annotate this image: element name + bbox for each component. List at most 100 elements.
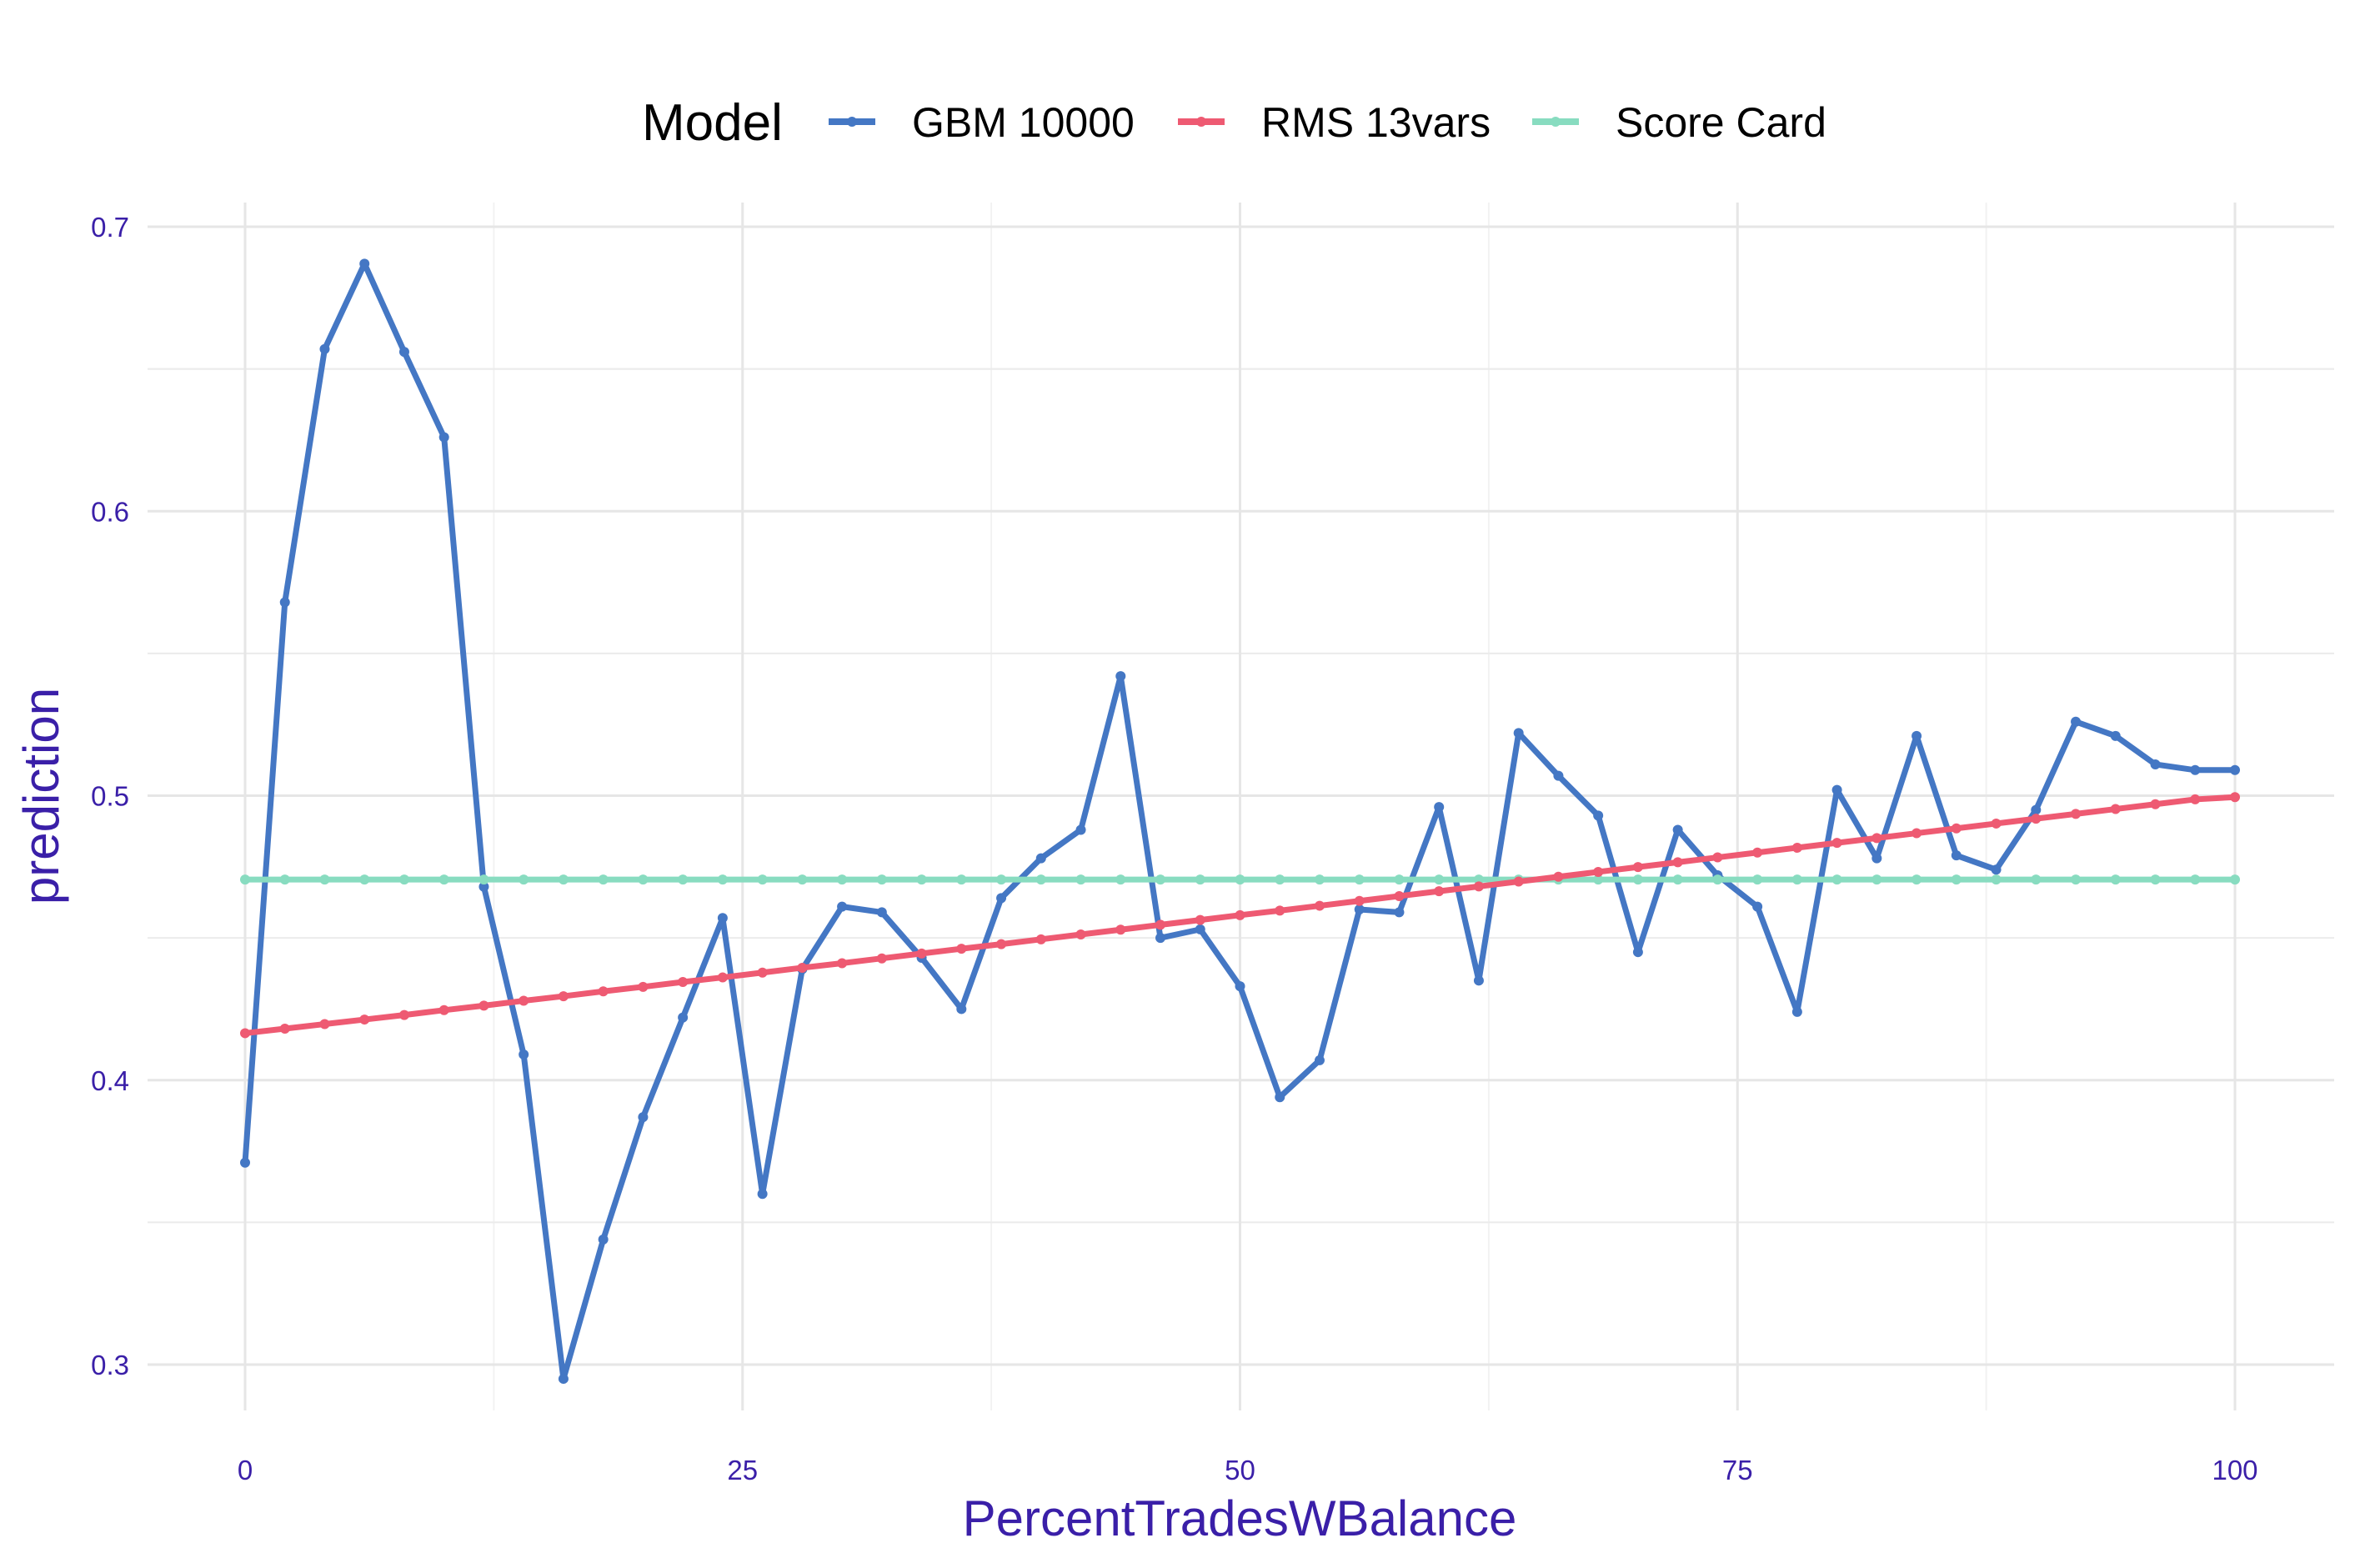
- y-tick-label: 0.5: [91, 781, 129, 812]
- data-point: [1791, 1006, 1802, 1017]
- data-point: [678, 977, 689, 988]
- data-point: [1195, 924, 1205, 934]
- data-point: [1235, 981, 1245, 992]
- data-point: [558, 1374, 569, 1385]
- data-point: [757, 967, 768, 978]
- data-point: [1553, 871, 1564, 882]
- data-point: [359, 1014, 370, 1025]
- data-point: [519, 995, 529, 1006]
- data-point: [2071, 716, 2082, 727]
- data-point: [2230, 764, 2240, 775]
- legend-label: GBM 10000: [912, 99, 1135, 146]
- legend-item: RMS 13vars: [1178, 99, 1491, 146]
- data-point: [1434, 886, 1445, 897]
- y-tick-label: 0.4: [91, 1065, 129, 1096]
- data-point: [996, 893, 1007, 904]
- data-point: [2110, 874, 2121, 885]
- data-point: [1394, 890, 1405, 901]
- data-point: [1831, 874, 1842, 885]
- data-point: [837, 958, 848, 969]
- legend-title: Model: [642, 94, 783, 152]
- data-point: [1314, 1055, 1325, 1065]
- grid: [148, 203, 2334, 1410]
- data-point: [479, 1000, 489, 1011]
- data-point: [2031, 814, 2042, 824]
- data-point: [598, 986, 609, 997]
- data-point: [1035, 874, 1046, 885]
- data-point: [1275, 874, 1285, 885]
- data-point: [1871, 874, 1882, 885]
- tick-labels: 0 25 50 75 100 0.3 0.4 0.5 0.6 0.7: [91, 212, 2257, 1485]
- y-axis-label: prediction: [13, 688, 69, 904]
- legend-item: Score Card: [1532, 99, 1826, 146]
- data-point: [956, 1004, 967, 1014]
- data-point: [2230, 874, 2240, 885]
- data-point: [1632, 947, 1643, 958]
- data-point: [1394, 874, 1405, 885]
- legend-key-point: [1551, 117, 1561, 127]
- data-point: [678, 1012, 689, 1023]
- data-point: [479, 881, 489, 892]
- data-point: [398, 1009, 409, 1020]
- data-point: [876, 907, 887, 918]
- data-point: [319, 874, 330, 885]
- legend-label: Score Card: [1616, 99, 1826, 146]
- data-point: [2031, 804, 2042, 815]
- data-point: [1155, 874, 1166, 885]
- data-point: [319, 1019, 330, 1029]
- data-point: [319, 343, 330, 354]
- legend-label: RMS 13vars: [1261, 99, 1491, 146]
- data-point: [519, 874, 529, 885]
- data-point: [398, 874, 409, 885]
- data-point: [2110, 804, 2121, 814]
- data-point: [438, 874, 449, 885]
- data-point: [2190, 764, 2201, 775]
- data-point: [876, 953, 887, 964]
- data-point: [1235, 909, 1245, 920]
- data-point: [1354, 874, 1365, 885]
- data-point: [1075, 929, 1086, 940]
- data-point: [996, 939, 1007, 949]
- data-point: [1672, 874, 1683, 885]
- data-point: [1912, 874, 1922, 885]
- data-point: [1314, 874, 1325, 885]
- data-point: [1593, 810, 1604, 821]
- data-point: [956, 874, 967, 885]
- data-point: [1394, 907, 1405, 918]
- data-point: [1632, 874, 1643, 885]
- data-point: [837, 901, 848, 912]
- data-point: [1912, 730, 1922, 741]
- data-point: [797, 874, 808, 885]
- data-point: [1473, 975, 1484, 986]
- data-point: [837, 874, 848, 885]
- data-point: [1275, 905, 1285, 916]
- data-point: [1712, 852, 1723, 863]
- data-point: [1752, 901, 1763, 912]
- data-point: [2031, 874, 2042, 885]
- series-score-card: [240, 874, 2240, 885]
- data-point: [359, 258, 370, 269]
- data-point: [1354, 904, 1365, 914]
- data-point: [1155, 933, 1166, 944]
- data-point: [438, 432, 449, 443]
- data-point: [279, 1023, 290, 1034]
- data-point: [1275, 1092, 1285, 1103]
- data-point: [1473, 881, 1484, 892]
- data-point: [240, 874, 250, 885]
- y-tick-label: 0.6: [91, 496, 129, 527]
- data-point: [2230, 792, 2240, 803]
- data-point: [1075, 824, 1086, 835]
- data-point: [2071, 874, 2082, 885]
- data-point: [2150, 759, 2161, 769]
- legend: Model GBM 10000 RMS 13vars Score Card: [642, 94, 1826, 152]
- data-point: [1951, 823, 1962, 834]
- x-axis-label: PercentTradesWBalance: [963, 1490, 1517, 1546]
- data-point: [638, 874, 649, 885]
- data-point: [1951, 874, 1962, 885]
- data-point: [2150, 799, 2161, 809]
- data-point: [876, 874, 887, 885]
- data-point: [678, 874, 689, 885]
- data-point: [1235, 874, 1245, 885]
- data-point: [757, 874, 768, 885]
